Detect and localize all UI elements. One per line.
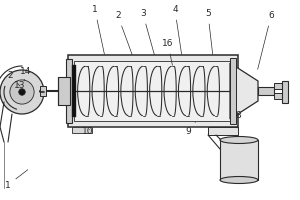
Bar	[74, 61, 232, 121]
Bar	[230, 58, 236, 124]
Text: 14: 14	[20, 68, 32, 81]
Text: 1: 1	[92, 5, 104, 54]
Bar	[274, 83, 282, 89]
Text: 3: 3	[140, 9, 154, 54]
Bar	[68, 55, 238, 127]
Text: 1: 1	[5, 170, 28, 190]
Text: 9: 9	[185, 122, 195, 136]
Circle shape	[19, 89, 25, 95]
Bar	[258, 87, 274, 95]
Text: 13: 13	[14, 82, 26, 91]
Bar	[282, 81, 288, 103]
Circle shape	[0, 70, 44, 114]
Bar	[220, 140, 258, 180]
Text: 2: 2	[115, 11, 132, 54]
Text: 4: 4	[172, 5, 182, 54]
Text: 16: 16	[162, 40, 174, 65]
Bar	[66, 59, 72, 123]
Circle shape	[10, 80, 34, 104]
Text: 8: 8	[235, 112, 241, 128]
Ellipse shape	[220, 176, 258, 184]
Bar	[208, 127, 238, 135]
Polygon shape	[230, 63, 258, 119]
Bar	[72, 127, 92, 133]
Text: 2: 2	[7, 72, 20, 86]
Bar	[274, 93, 282, 99]
Bar	[72, 65, 76, 117]
Ellipse shape	[220, 136, 258, 144]
Text: 10: 10	[82, 128, 94, 136]
Bar	[58, 77, 70, 105]
Bar	[40, 86, 46, 96]
Text: 5: 5	[205, 9, 213, 54]
Text: 6: 6	[258, 11, 274, 69]
